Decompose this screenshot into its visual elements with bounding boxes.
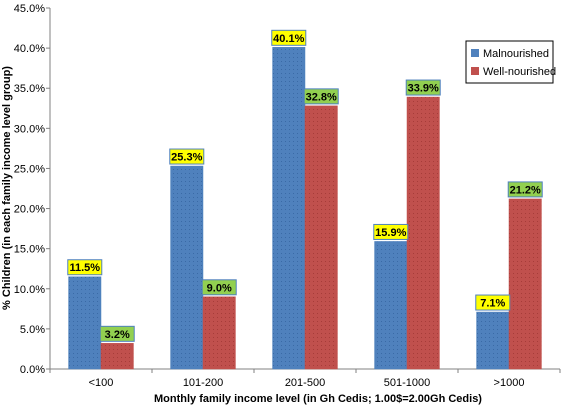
data-label: 32.8%	[306, 91, 337, 103]
data-label-box	[169, 148, 205, 165]
data-label-box	[475, 294, 511, 311]
data-label-box	[67, 259, 103, 276]
y-tick-label: 0.0%	[20, 364, 45, 376]
y-axis-title: % Children (in each family income level …	[1, 66, 13, 310]
data-label-box	[303, 88, 339, 105]
bar-malnourished	[272, 47, 306, 370]
x-axis-title: Monthly family income level (in Gh Cedis…	[154, 393, 482, 405]
data-label: 15.9%	[375, 227, 406, 239]
bar-well-nourished	[304, 105, 338, 370]
bar-malnourished	[476, 311, 510, 370]
y-tick-label: 40.0%	[14, 43, 45, 55]
data-label: 21.2%	[510, 184, 541, 196]
y-tick-label: 30.0%	[14, 123, 45, 135]
legend-swatch	[471, 49, 479, 57]
bar-well-nourished	[202, 296, 236, 370]
legend-box	[465, 40, 554, 84]
legend: Malnourished Well-nourished	[465, 40, 556, 84]
bar-malnourished	[374, 241, 408, 370]
data-label: 25.3%	[171, 152, 202, 164]
bar-well-nourished	[100, 343, 134, 370]
bar-well-nourished	[406, 96, 440, 370]
bar-malnourished	[68, 276, 102, 370]
data-label: 11.5%	[69, 262, 100, 274]
x-tick-label: 201-500	[285, 377, 325, 389]
bars	[68, 47, 542, 370]
data-label-box	[201, 279, 237, 296]
legend-label: Well-nourished	[483, 66, 556, 78]
y-tick-label: 5.0%	[20, 324, 45, 336]
y-axis: 0.0% 5.0% 10.0% 15.0% 20.0% 25.0% 30.0% 35.0% 40…	[14, 3, 51, 376]
data-label: 9.0%	[207, 282, 232, 294]
data-label-box	[405, 79, 441, 96]
y-tick-label: 10.0%	[14, 284, 45, 296]
y-tick-label: 20.0%	[14, 204, 45, 216]
data-label-box	[507, 181, 543, 198]
y-tick-label: 45.0%	[14, 3, 45, 15]
data-label: 33.9%	[408, 83, 439, 95]
data-label-box	[373, 223, 409, 240]
y-tick-label: 15.0%	[14, 244, 45, 256]
y-tick-label: 35.0%	[14, 83, 45, 95]
data-label-box	[99, 325, 135, 342]
y-tick-label: 25.0%	[14, 163, 45, 175]
bar-well-nourished	[508, 198, 542, 370]
data-label: 7.1%	[480, 298, 505, 310]
legend-swatch	[471, 67, 479, 75]
data-label: 3.2%	[105, 329, 130, 341]
x-tick-label: 501-1000	[384, 377, 431, 389]
x-tick-label: <100	[89, 377, 114, 389]
data-label-box	[271, 29, 307, 46]
legend-label: Malnourished	[483, 48, 549, 60]
data-labels: 11.5% 25.3% 40.1% 15.9% 7.1% 3.2% 9.0% 32.8% 33.…	[67, 29, 543, 342]
x-tick-label: 101-200	[183, 377, 223, 389]
x-tick-label: >1000	[494, 377, 525, 389]
x-axis: <100 101-200 201-500 501-1000 >1000	[49, 368, 561, 389]
bar-malnourished	[170, 165, 204, 370]
data-label: 40.1%	[273, 33, 304, 45]
